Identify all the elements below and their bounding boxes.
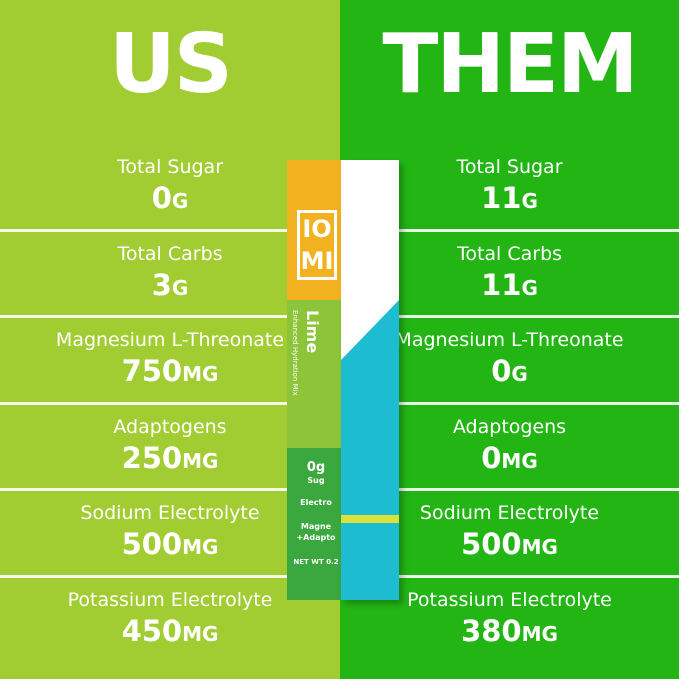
them-row: Total Sugar 11G [340, 145, 679, 232]
packet-sugar: 0g [306, 460, 326, 475]
nutrient-value: 11G [340, 179, 679, 220]
nutrient-label: Potassium Electrolyte [67, 588, 273, 611]
us-row: Magnesium L-Threonate 750MG [0, 318, 340, 405]
value-unit: MG [521, 621, 558, 646]
nutrient-value: 0G [0, 179, 340, 220]
value-number: 11 [481, 267, 522, 302]
nutrient-label: Total Sugar [116, 156, 224, 178]
them-row: Total Carbs 11G [340, 232, 679, 318]
packet-sugar-label: Sug [307, 476, 325, 485]
nutrient-label: Adaptogens [452, 415, 567, 438]
value-unit: G [171, 189, 189, 213]
them-row: Magnesium L-Threonate 0G [340, 318, 679, 405]
nutrient-value: 250MG [0, 439, 340, 480]
value-unit: MG [501, 448, 538, 473]
nutrient-value: 500MG [0, 525, 340, 566]
nutrient-label: Total Carbs [456, 242, 563, 265]
nutrient-value: 380MG [340, 612, 679, 653]
nutrient-value: 11G [340, 266, 679, 307]
value-number: 500 [121, 527, 183, 561]
nutrient-value: 0MG [340, 439, 679, 480]
value-unit: G [511, 362, 528, 386]
value-number: 0 [151, 181, 172, 215]
nutrient-label: Total Sugar [456, 156, 563, 178]
product-stick: IO MI Lime Enhanced Hydration Mix 0g Sug… [287, 160, 343, 600]
them-row: Potassium Electrolyte 380MG [340, 578, 679, 665]
flavor-label: Lime [303, 310, 322, 354]
them-heading: THEM [382, 17, 638, 112]
brand-logo: IO MI [297, 210, 337, 280]
value-unit: G [521, 275, 538, 300]
value-number: 0 [491, 354, 512, 388]
nutrient-value: 500MG [340, 525, 679, 566]
value-unit: MG [182, 535, 219, 559]
nutrient-label: Total Carbs [117, 242, 223, 265]
value-unit: MG [182, 362, 219, 386]
nutrient-label: Sodium Electrolyte [419, 502, 600, 524]
packet-magne: Magne [300, 522, 332, 531]
nutrient-label: Potassium Electrolyte [407, 588, 612, 611]
value-unit: MG [521, 535, 558, 559]
nutrient-value: 0G [340, 352, 679, 393]
them-row: Sodium Electrolyte 500MG [340, 491, 679, 578]
nutrient-value: 750MG [0, 352, 340, 393]
us-row: Potassium Electrolyte 450MG [0, 578, 340, 665]
value-number: 0 [481, 440, 502, 475]
packet-electro: Electro [300, 498, 332, 507]
product-subtitle: Enhanced Hydration Mix [291, 310, 299, 396]
us-row: Total Sugar 0G [0, 145, 340, 232]
us-row: Adaptogens 250MG [0, 405, 340, 491]
value-unit: G [521, 189, 538, 213]
value-number: 450 [121, 613, 183, 648]
packet-netwt: NET WT 0.2 [293, 558, 339, 566]
nutrient-label: Adaptogens [113, 415, 227, 438]
them-row: Adaptogens 0MG [340, 405, 679, 491]
value-unit: G [171, 275, 189, 300]
us-heading: US [109, 17, 233, 112]
value-unit: MG [182, 448, 219, 473]
value-number: 11 [481, 181, 522, 215]
product-packet-image: IO MI Lime Enhanced Hydration Mix 0g Sug… [287, 160, 401, 600]
value-number: 3 [151, 267, 172, 302]
us-row: Sodium Electrolyte 500MG [0, 491, 340, 578]
us-row: Total Carbs 3G [0, 232, 340, 318]
nutrient-label: Sodium Electrolyte [80, 502, 260, 524]
us-column: US Total Sugar 0G Total Carbs 3G Magnesium L… [0, 0, 340, 679]
nutrient-label: Magnesium L-Threonate [55, 329, 285, 351]
nutrient-label: Magnesium L-Threonate [395, 329, 624, 351]
value-number: 380 [461, 613, 522, 648]
value-number: 250 [121, 440, 183, 475]
nutrient-value: 450MG [0, 612, 340, 653]
value-number: 500 [461, 527, 522, 561]
value-number: 750 [121, 354, 183, 388]
nutrient-value: 3G [0, 266, 340, 307]
packet-adapto: +Adapto [296, 533, 336, 542]
value-unit: MG [182, 621, 219, 646]
competitor-stick [341, 160, 399, 600]
